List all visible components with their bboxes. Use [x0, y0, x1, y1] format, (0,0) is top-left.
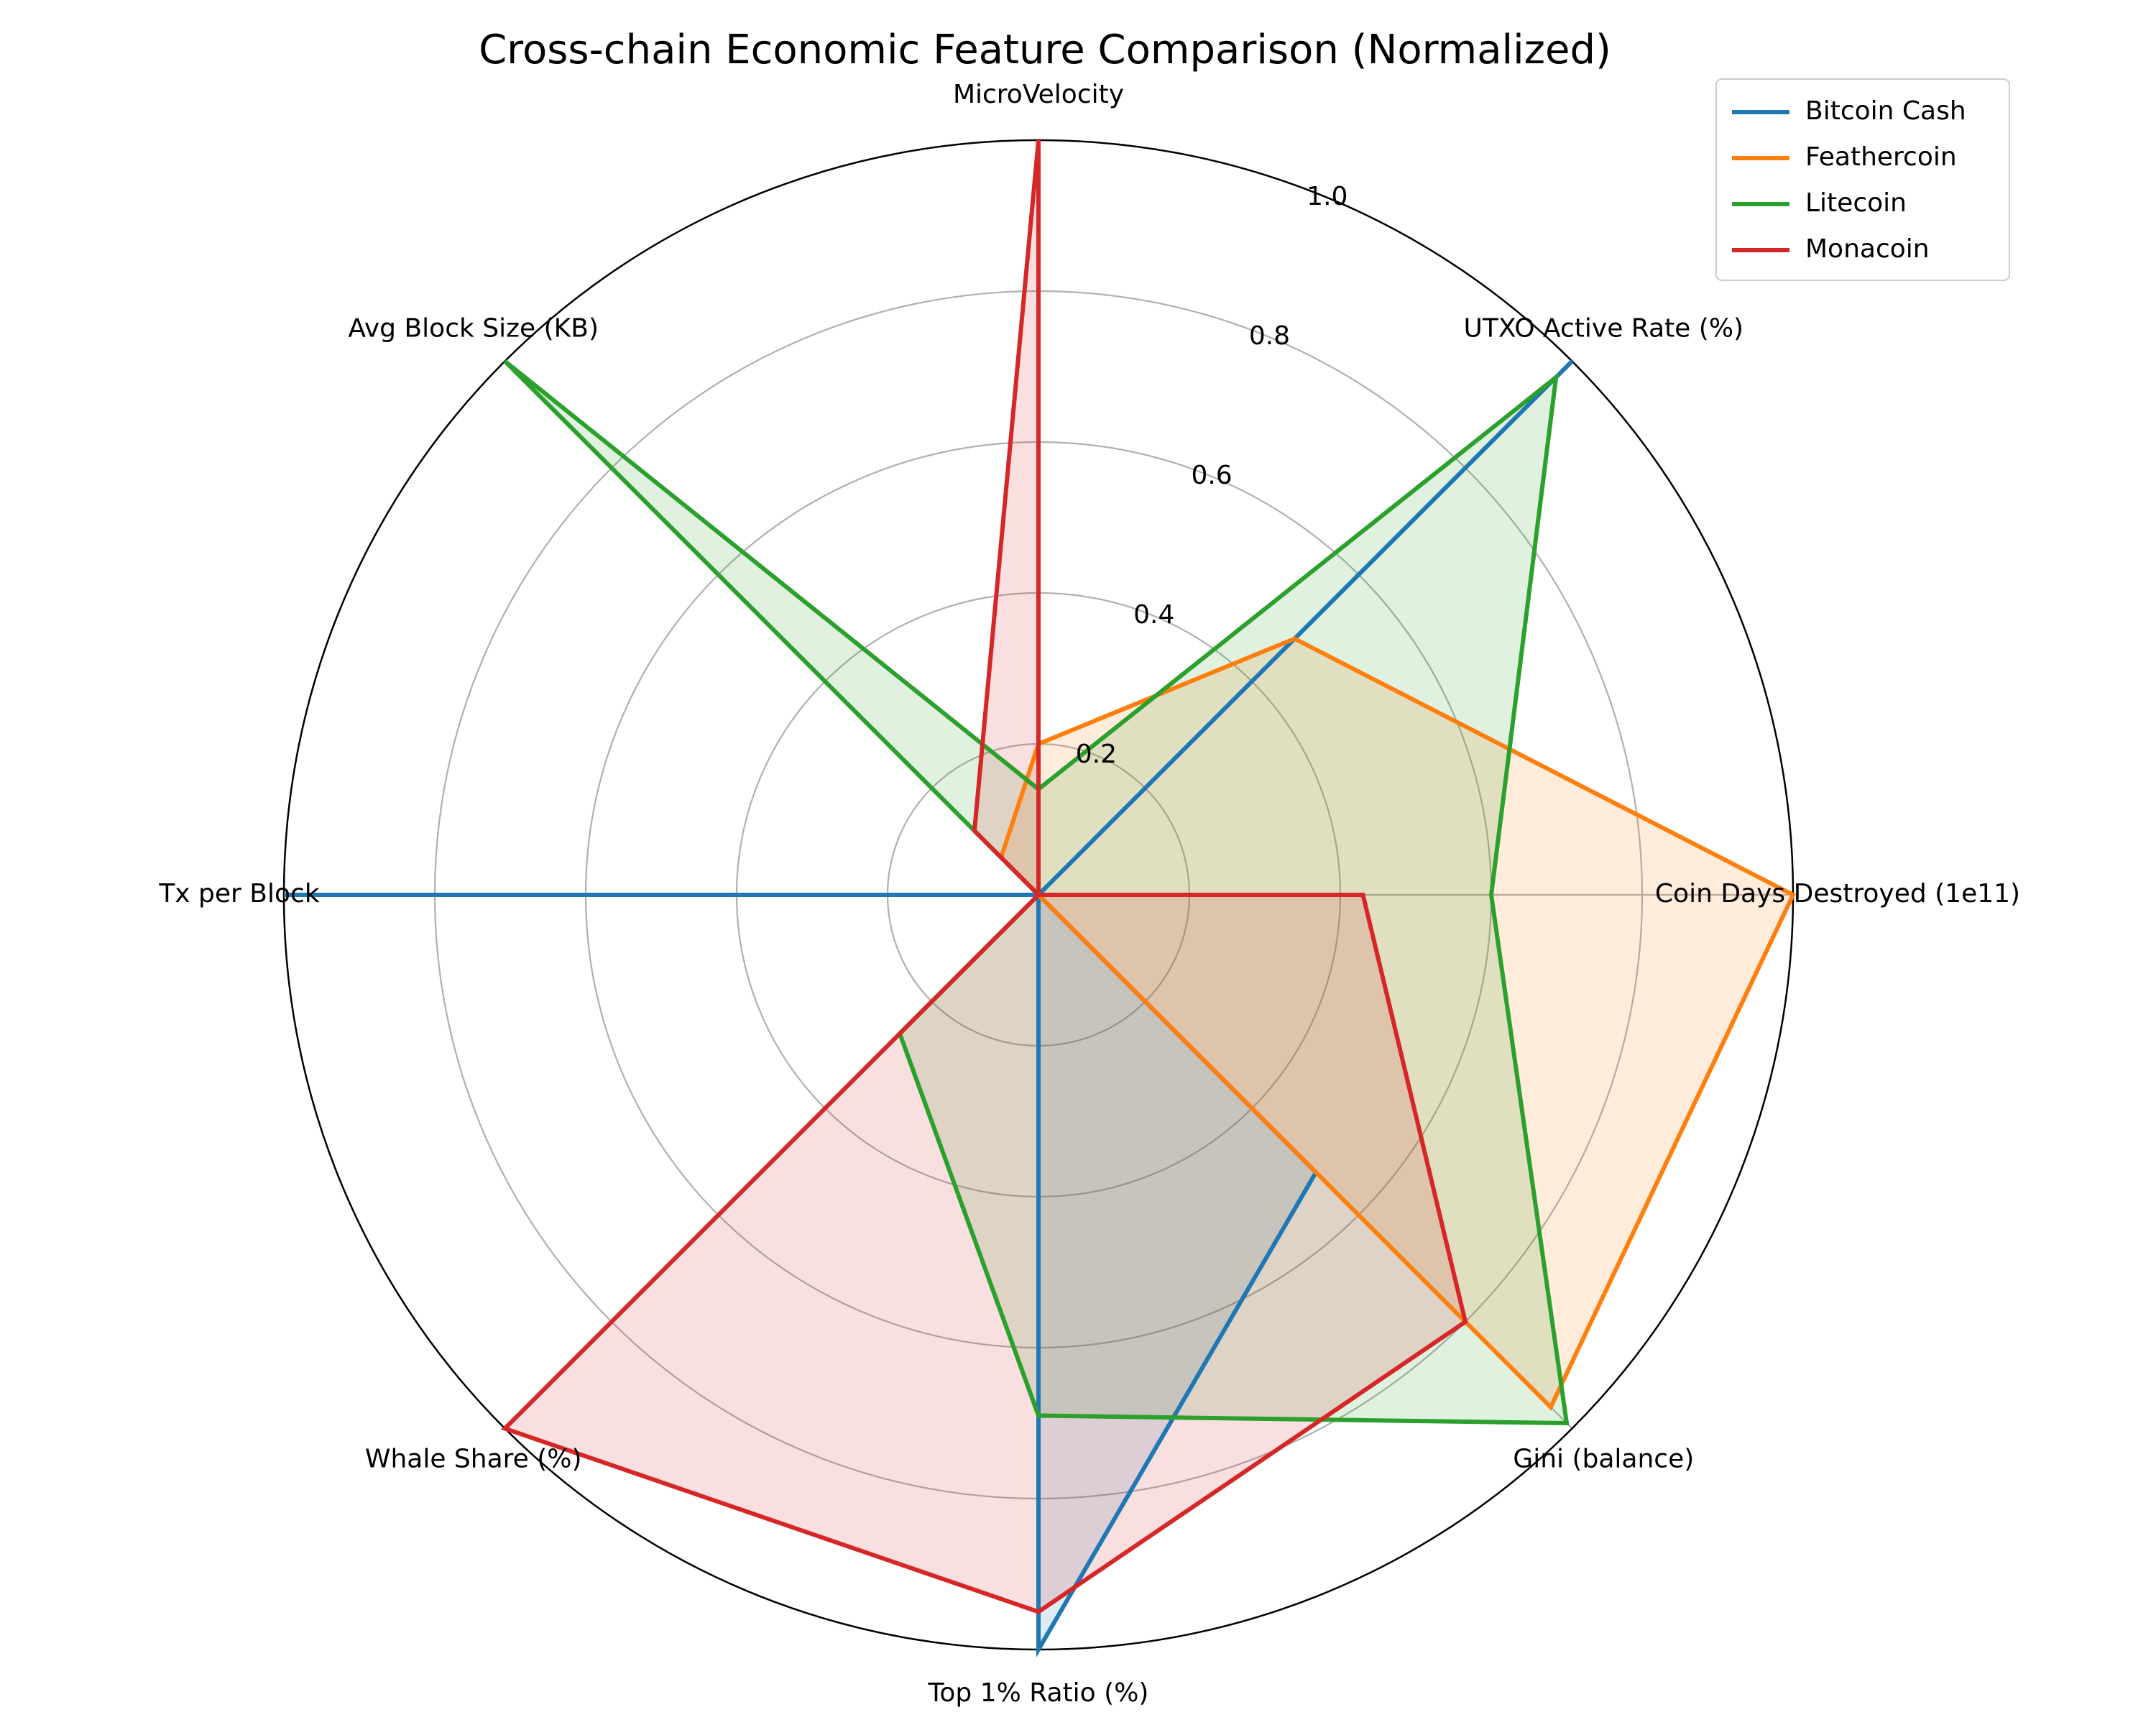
series-area — [505, 140, 1465, 1612]
radial-tick-label: 0.2 — [1076, 740, 1117, 769]
series-line — [284, 359, 1574, 1658]
series-line — [500, 139, 1468, 1614]
legend-entry: Feathercoin — [1805, 142, 1957, 172]
axis-label: Coin Days Destroyed (1e11) — [1655, 879, 2020, 908]
axis-label: MicroVelocity — [953, 80, 1124, 109]
axis-label: Top 1% Ratio (%) — [928, 1678, 1149, 1708]
radial-tick-labels: 0.2 0.4 0.6 0.8 1.0 — [1076, 182, 1348, 769]
legend: Bitcoin Cash Feathercoin Litecoin Monacoin — [1715, 78, 2010, 281]
axis-label: Gini (balance) — [1513, 1444, 1694, 1473]
series-line — [503, 359, 1570, 1426]
axis-label: UTXO Active Rate (%) — [1464, 314, 1744, 344]
axis-label: Tx per Block — [158, 879, 320, 908]
legend-entry: Litecoin — [1805, 188, 1907, 218]
legend-box — [1715, 78, 2010, 281]
radial-tick-label: 0.8 — [1249, 321, 1290, 351]
axis-labels: MicroVelocity UTXO Active Rate (%) Coin Da… — [158, 80, 2020, 1708]
axis-label: Whale Share (%) — [365, 1444, 582, 1473]
radial-tick-label: 0.4 — [1133, 600, 1174, 630]
legend-entry: Bitcoin Cash — [1805, 96, 1966, 126]
legend-entry: Monacoin — [1805, 234, 1930, 264]
series-area — [1001, 638, 1793, 1407]
axis-label: Avg Block Size (KB) — [348, 314, 599, 344]
radial-tick-label: 1.0 — [1307, 182, 1348, 211]
series-lines — [284, 139, 1796, 1658]
chart-title: Cross-chain Economic Feature Comparison … — [479, 27, 1611, 73]
radial-tick-label: 0.6 — [1191, 461, 1232, 490]
